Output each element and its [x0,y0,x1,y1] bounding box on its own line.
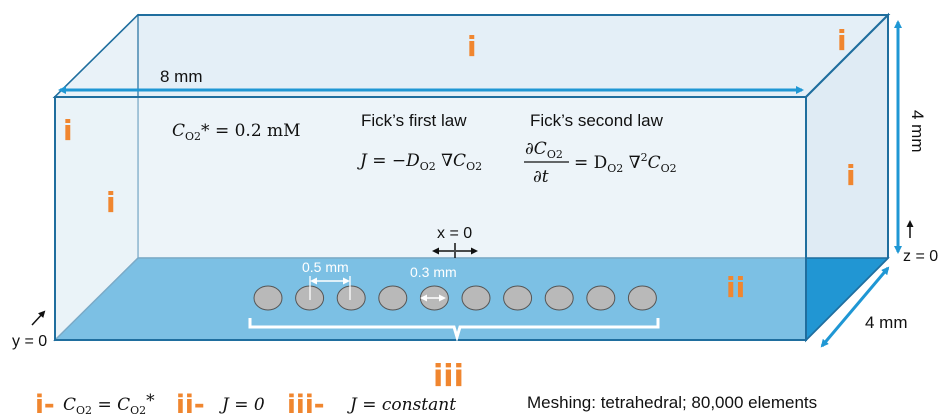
electrode-disk [378,285,408,311]
legend-i-expr: CO2 = CO2* [63,391,155,417]
concentration-equation: CO2* = 0.2 mM [172,121,301,143]
electrode-disk [253,285,283,311]
boundary-label-iii: iii [433,359,464,394]
electrode-bracket [248,318,660,343]
pitch-label: 0.5 mm [302,259,349,275]
electrode-disk [627,285,657,311]
legend-ii-key: ii- [176,390,205,418]
diameter-label: 0.3 mm [410,264,457,280]
legend-i-key: i- [35,390,55,418]
legend-iii-expr: J = constant [347,395,456,415]
boundary-label-i-front: i [63,114,73,147]
legend-ii-expr: J = 0 [219,395,265,415]
second-law-rhs: = DO2 ∇2CO2 [574,151,677,175]
y0-arrow [31,310,46,326]
z0-label: z = 0 [903,248,938,265]
x0-label: x = 0 [437,225,472,242]
electrode-disk [336,285,366,311]
height-label: 4 mm [908,110,927,153]
second-law-numerator: ∂CO2 [525,139,563,161]
depth-arrow [820,266,890,348]
boundary-label-i-left: i [106,186,116,219]
second-law-denominator: ∂t [533,167,549,187]
meshing-note: Meshing: tetrahedral; 80,000 elements [527,393,817,412]
box-front-face [54,96,807,341]
electrode-disk [461,285,491,311]
boundary-label-ii: ii [726,271,745,304]
boundary-label-i-top: i [467,30,477,63]
first-law-equation: J = −DO2 ∇CO2 [357,151,482,173]
electrode-disk [544,285,574,311]
boundary-label-i-right: i [846,159,856,192]
y0-label: y = 0 [12,333,47,350]
length-label: 8 mm [160,67,203,86]
legend-iii-key: iii- [287,390,325,418]
boundary-label-i-topright: i [837,24,847,57]
depth-label: 4 mm [865,313,908,332]
electrode-disk [503,285,533,311]
electrode-disk [586,285,616,311]
second-law-title: Fick’s second law [530,111,664,130]
first-law-title: Fick’s first law [361,111,467,130]
